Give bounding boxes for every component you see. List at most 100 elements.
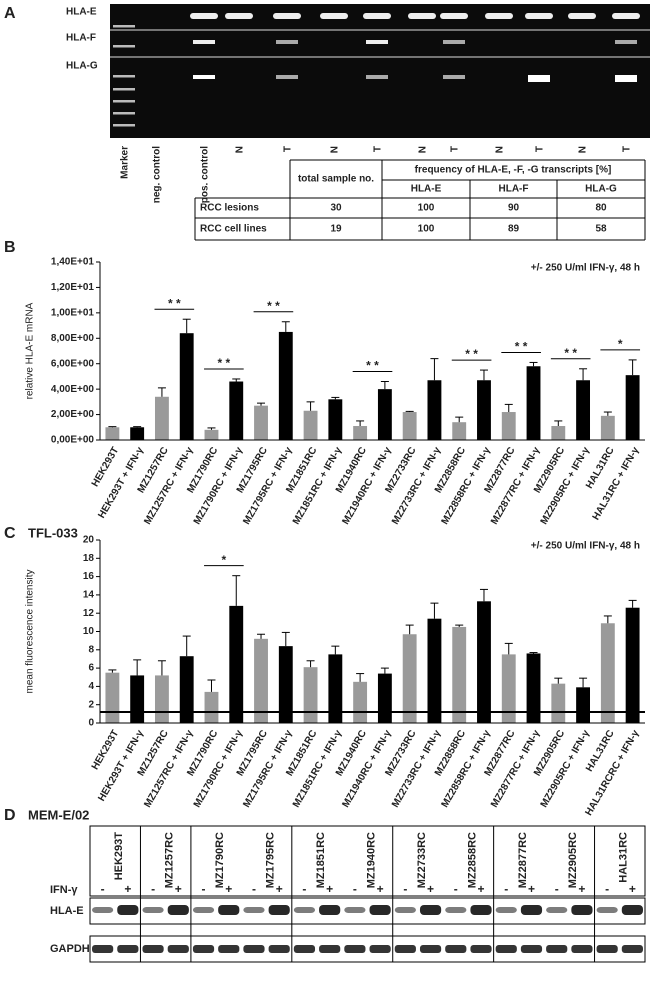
y-tick-label: 6 xyxy=(88,663,94,674)
blot-band xyxy=(192,907,215,913)
blot-band xyxy=(218,905,240,915)
bar xyxy=(427,380,442,440)
treatment-sign: + xyxy=(528,882,535,896)
gel-band xyxy=(363,13,391,19)
blot-band xyxy=(369,905,391,915)
y-tick-label: 4,00E+00 xyxy=(51,384,95,395)
gel xyxy=(110,4,650,138)
bar xyxy=(526,653,541,723)
gel-band xyxy=(193,40,215,44)
table-header: frequency of HLA-E, -F, -G transcripts [… xyxy=(415,165,612,176)
significance-label: * * xyxy=(465,347,478,361)
blot-band xyxy=(319,905,341,915)
gel-band xyxy=(568,13,596,19)
table: total sample no. frequency of HLA-E, -F, … xyxy=(194,159,646,241)
lane-label: N xyxy=(578,146,589,153)
bar xyxy=(501,412,516,440)
blot-band xyxy=(495,907,517,913)
treatment-sign: + xyxy=(225,882,232,896)
blot-band xyxy=(520,945,543,953)
panel-label: B xyxy=(4,239,16,256)
blot-band xyxy=(495,945,517,953)
bar xyxy=(328,399,343,440)
blot-band xyxy=(117,905,139,915)
significance-label: * * xyxy=(515,340,528,354)
gel-row-label: HLA-F xyxy=(66,33,96,44)
blot-frame xyxy=(89,897,646,925)
y-axis-label: mean fluorescence intensity xyxy=(25,570,36,694)
gel-band xyxy=(113,100,135,103)
treatment-sign: + xyxy=(175,882,182,896)
y-axis-label: relative HLA-E mRNA xyxy=(25,302,36,399)
annotation: +/- 250 U/ml IFN-γ, 48 h xyxy=(531,263,640,274)
treatment-sign: - xyxy=(454,882,458,896)
table-cell: RCC lesions xyxy=(200,203,259,214)
treatment-sign: + xyxy=(427,882,434,896)
y-tick-label: 0 xyxy=(88,718,94,729)
gel-band xyxy=(113,112,135,115)
cell-line-label: MZ2877RC xyxy=(517,832,529,888)
header-box xyxy=(89,825,646,897)
bar xyxy=(452,626,467,723)
significance-label: * * xyxy=(366,359,379,373)
lane-label: T xyxy=(283,146,294,152)
gel-band xyxy=(528,75,550,82)
lane-label: T xyxy=(622,146,633,152)
y-tick-label: 2 xyxy=(88,699,94,710)
gel-band xyxy=(113,124,135,127)
table-cell: 80 xyxy=(595,203,607,214)
blot-band xyxy=(218,945,240,953)
blot-band xyxy=(520,905,543,915)
gel-row-label: HLA-G xyxy=(66,61,98,72)
bar xyxy=(625,607,640,723)
treatment-sign: + xyxy=(478,882,485,896)
treatment-sign: - xyxy=(252,882,256,896)
blot-band xyxy=(394,945,416,953)
bar xyxy=(130,675,145,723)
annotation: +/- 250 U/ml IFN-γ, 48 h xyxy=(531,541,640,552)
lane-label: N xyxy=(495,146,506,153)
blot-band xyxy=(243,907,265,913)
bar xyxy=(353,681,368,723)
bar xyxy=(278,646,293,723)
blot-band xyxy=(621,945,643,953)
gel-band xyxy=(113,75,135,78)
table-subheader: HLA-F xyxy=(499,184,529,195)
bar xyxy=(477,380,491,440)
treatment-sign: + xyxy=(326,882,333,896)
cell-line-label: MZ2858RC xyxy=(466,832,478,888)
bar xyxy=(600,623,615,723)
blot-band xyxy=(470,905,492,915)
gel-band xyxy=(440,13,468,19)
gel-band xyxy=(408,13,436,19)
bar xyxy=(303,410,318,440)
significance-label: * xyxy=(618,337,623,351)
bar xyxy=(328,654,343,723)
significance-label: * * xyxy=(267,299,280,313)
blot-band xyxy=(293,945,316,953)
gel-band xyxy=(113,45,135,48)
cell-line-label: MZ1795RC xyxy=(264,832,276,888)
blot-band xyxy=(621,905,643,915)
blot-band xyxy=(344,907,366,913)
blot-band xyxy=(192,945,215,953)
gel-band xyxy=(273,13,301,19)
panel-label: D xyxy=(4,807,16,824)
x-tick-label: HAL31RC + IFN-γ xyxy=(591,445,642,522)
bar xyxy=(526,366,541,440)
bar xyxy=(229,605,244,723)
blot-band xyxy=(344,945,366,953)
blot-band xyxy=(419,905,442,915)
gel-band xyxy=(113,88,135,91)
bar xyxy=(551,426,566,440)
lane-label: N xyxy=(418,146,429,153)
significance-label: * * xyxy=(218,356,231,370)
cell-line-label: MZ2733RC xyxy=(416,832,428,888)
gel-band xyxy=(612,13,640,19)
blot-band xyxy=(571,905,593,915)
bar xyxy=(402,412,417,440)
blot-band xyxy=(596,907,618,913)
lane-label: Marker xyxy=(120,146,131,179)
blot-band xyxy=(167,945,189,953)
